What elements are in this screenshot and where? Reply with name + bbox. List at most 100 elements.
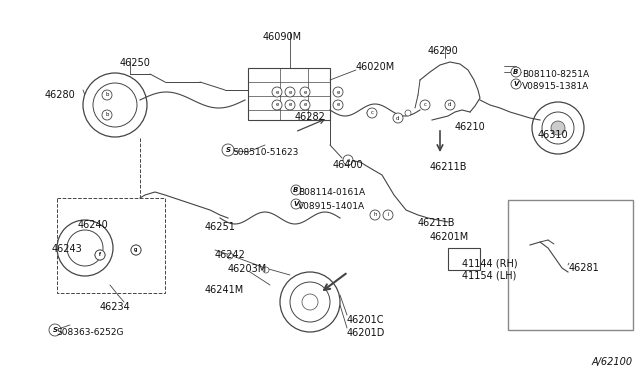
Circle shape (383, 210, 393, 220)
Text: 46290: 46290 (428, 46, 459, 56)
Circle shape (511, 67, 521, 77)
Text: e: e (275, 90, 278, 94)
Text: V: V (293, 201, 299, 207)
Text: c: c (424, 103, 426, 108)
Text: d: d (396, 115, 400, 121)
Circle shape (83, 73, 147, 137)
Text: V08915-1401A: V08915-1401A (298, 202, 365, 211)
Text: 46201C: 46201C (347, 315, 385, 325)
Circle shape (291, 199, 301, 209)
Text: c: c (371, 110, 374, 115)
Bar (57, 198, 165, 293)
Text: 46211B: 46211B (430, 162, 467, 172)
Text: V: V (513, 81, 518, 87)
Circle shape (542, 112, 574, 144)
Text: e: e (303, 90, 307, 94)
Text: 41154 (LH): 41154 (LH) (462, 270, 516, 280)
Circle shape (49, 324, 61, 336)
Circle shape (93, 83, 137, 127)
Text: 46250: 46250 (120, 58, 151, 68)
Text: g: g (134, 247, 138, 253)
Text: e: e (303, 103, 307, 108)
Circle shape (285, 87, 295, 97)
Text: i: i (387, 212, 388, 218)
Circle shape (95, 250, 105, 260)
Text: d: d (448, 103, 452, 108)
Circle shape (511, 79, 521, 89)
Text: B08110-8251A: B08110-8251A (522, 70, 589, 79)
Text: 46400: 46400 (333, 160, 364, 170)
Text: 46020M: 46020M (356, 62, 396, 72)
Text: e: e (336, 103, 340, 108)
Text: b: b (105, 112, 109, 118)
Text: 46281: 46281 (569, 263, 600, 273)
Text: B: B (513, 69, 518, 75)
Text: 46201D: 46201D (347, 328, 385, 338)
Circle shape (102, 90, 112, 100)
Text: S08510-51623: S08510-51623 (232, 148, 298, 157)
Circle shape (272, 87, 282, 97)
Text: 46090M: 46090M (263, 32, 302, 42)
Circle shape (95, 250, 105, 260)
Text: 46282: 46282 (295, 112, 326, 122)
Circle shape (302, 294, 318, 310)
Circle shape (395, 115, 401, 121)
Text: B: B (293, 187, 299, 193)
Circle shape (67, 230, 103, 266)
Circle shape (300, 87, 310, 97)
Text: e: e (336, 90, 340, 94)
Text: f: f (99, 253, 101, 257)
Text: g: g (134, 247, 138, 253)
Circle shape (367, 108, 377, 118)
Text: e: e (288, 103, 292, 108)
Circle shape (551, 121, 565, 135)
Text: S08363-6252G: S08363-6252G (56, 328, 124, 337)
Circle shape (227, 253, 233, 259)
Text: V08915-1381A: V08915-1381A (522, 82, 589, 91)
Text: B08114-0161A: B08114-0161A (298, 188, 365, 197)
Circle shape (102, 110, 112, 120)
Bar (508, 200, 633, 330)
Circle shape (131, 245, 141, 255)
Text: 46211B: 46211B (418, 218, 456, 228)
Bar (248, 68, 330, 120)
Text: 46210: 46210 (455, 122, 486, 132)
Circle shape (532, 102, 584, 154)
Text: A/62100: A/62100 (592, 357, 633, 367)
Text: f: f (99, 253, 101, 257)
Circle shape (445, 100, 455, 110)
Text: b: b (105, 93, 109, 97)
Circle shape (131, 245, 141, 255)
Circle shape (393, 113, 403, 123)
Circle shape (272, 100, 282, 110)
Circle shape (290, 282, 330, 322)
Bar (448, 248, 480, 270)
Text: 46203M: 46203M (228, 264, 268, 274)
Circle shape (280, 272, 340, 332)
Text: 46201M: 46201M (430, 232, 469, 242)
Circle shape (367, 110, 373, 116)
Circle shape (285, 100, 295, 110)
Text: 46241M: 46241M (205, 285, 244, 295)
Circle shape (420, 100, 430, 110)
Text: h: h (373, 212, 377, 218)
Text: S: S (52, 327, 58, 333)
Text: 46242: 46242 (215, 250, 246, 260)
Circle shape (343, 155, 353, 165)
Text: 46240: 46240 (78, 220, 109, 230)
Circle shape (57, 220, 113, 276)
Circle shape (263, 267, 269, 273)
Circle shape (222, 144, 234, 156)
Text: e: e (275, 103, 278, 108)
Circle shape (291, 185, 301, 195)
Text: 46243: 46243 (52, 244, 83, 254)
Circle shape (333, 100, 343, 110)
Text: 46234: 46234 (100, 302, 131, 312)
Text: 41144 (RH): 41144 (RH) (462, 258, 518, 268)
Text: e: e (288, 90, 292, 94)
Text: S: S (225, 147, 230, 153)
Text: 46251: 46251 (205, 222, 236, 232)
Text: 46310: 46310 (538, 130, 568, 140)
Circle shape (300, 100, 310, 110)
Circle shape (405, 110, 411, 116)
